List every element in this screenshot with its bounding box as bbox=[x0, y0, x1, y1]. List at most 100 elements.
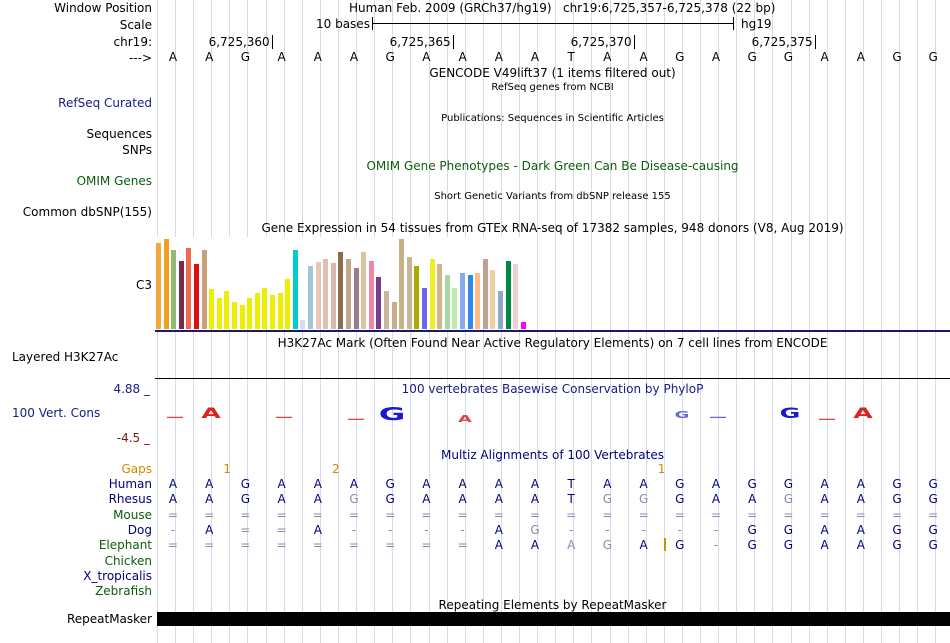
gtex-tissue-bar[interactable] bbox=[277, 293, 283, 329]
gtex-tissue-bar[interactable] bbox=[422, 288, 427, 329]
species-label[interactable]: Chicken bbox=[104, 553, 152, 568]
gtex-tissue-bar[interactable] bbox=[361, 252, 367, 329]
sequence-base: G bbox=[747, 50, 757, 64]
gtex-tissue-bar[interactable] bbox=[330, 263, 336, 329]
gridline bbox=[555, 0, 556, 643]
species-label[interactable]: Mouse bbox=[113, 507, 152, 522]
conservation-glyph: G bbox=[674, 410, 690, 421]
multiz-track-title[interactable]: Multiz Alignments of 100 Vertebrates bbox=[440, 448, 665, 462]
gtex-tissue-bar[interactable] bbox=[232, 302, 237, 329]
gtex-tissue-bar[interactable] bbox=[323, 259, 329, 329]
repeat-element-bar[interactable] bbox=[157, 612, 950, 626]
species-label[interactable]: Dog bbox=[127, 522, 152, 537]
publications-track-title[interactable]: Publications: Sequences in Scientific Ar… bbox=[441, 113, 664, 124]
gtex-tissue-bar[interactable] bbox=[315, 262, 321, 329]
gtex-tissue-bar[interactable] bbox=[429, 259, 435, 329]
gtex-tissue-bar[interactable] bbox=[353, 268, 359, 329]
gtex-tissue-bar[interactable] bbox=[414, 266, 420, 329]
gtex-gene-label[interactable]: C3 bbox=[135, 278, 152, 292]
omim-genes-label[interactable]: OMIM Genes bbox=[76, 174, 152, 188]
sequences-label[interactable]: Sequences bbox=[86, 127, 152, 141]
gridline bbox=[881, 0, 882, 643]
gtex-tissue-bar[interactable] bbox=[239, 305, 245, 329]
gridline bbox=[935, 0, 936, 643]
gtex-tissue-bar[interactable] bbox=[406, 257, 412, 329]
aligned-base: A bbox=[205, 492, 214, 507]
gtex-tissue-bar[interactable] bbox=[216, 298, 222, 329]
conservation-glyph: — bbox=[709, 412, 727, 423]
species-label[interactable]: X_tropicalis bbox=[83, 568, 152, 583]
refseq-curated-label[interactable]: RefSeq Curated bbox=[58, 96, 152, 110]
gridline bbox=[628, 0, 629, 643]
species-label[interactable]: Human bbox=[108, 477, 152, 491]
gtex-tissue-bar[interactable] bbox=[194, 264, 199, 329]
gtex-tissue-bar[interactable] bbox=[292, 250, 298, 329]
aligned-base: A bbox=[277, 477, 286, 491]
gtex-tissue-bar[interactable] bbox=[437, 264, 443, 329]
gtex-track-title[interactable]: Gene Expression in 54 tissues from GTEx … bbox=[261, 221, 844, 235]
gridline bbox=[664, 0, 665, 643]
gtex-tissue-bar[interactable] bbox=[346, 259, 351, 329]
gtex-tissue-bar[interactable] bbox=[384, 291, 389, 329]
gtex-tissue-bar[interactable] bbox=[178, 261, 184, 329]
gtex-tissue-bar[interactable] bbox=[270, 295, 275, 329]
gtex-tissue-bar[interactable] bbox=[163, 239, 169, 329]
assembly-title[interactable]: Human Feb. 2009 (GRCh37/hg19) chr19:6,72… bbox=[349, 1, 775, 15]
conservation-glyph: A bbox=[457, 414, 472, 425]
gtex-bar-chart[interactable] bbox=[156, 237, 536, 329]
aligned-base: - bbox=[351, 522, 357, 537]
snps-label[interactable]: SNPs bbox=[122, 143, 152, 157]
gtex-tissue-bar[interactable] bbox=[444, 275, 450, 329]
layered-h3k27ac-label[interactable]: Layered H3K27Ac bbox=[12, 350, 119, 364]
gtex-tissue-bar[interactable] bbox=[338, 252, 344, 329]
ruler-tick-label: 6,725,360 bbox=[208, 35, 270, 49]
repeatmasker-track-title[interactable]: Repeating Elements by RepeatMasker bbox=[438, 598, 667, 612]
gtex-tissue-bar[interactable] bbox=[498, 291, 503, 329]
species-label[interactable]: Rhesus bbox=[108, 492, 152, 507]
gtex-tissue-bar[interactable] bbox=[262, 288, 268, 329]
gtex-tissue-bar[interactable] bbox=[209, 289, 215, 329]
gtex-tissue-bar[interactable] bbox=[247, 298, 253, 329]
species-label[interactable]: Zebrafish bbox=[95, 584, 152, 599]
aligned-base: A bbox=[422, 492, 431, 507]
gtex-tissue-bar[interactable] bbox=[285, 279, 291, 329]
gtex-tissue-bar[interactable] bbox=[368, 261, 374, 329]
omim-track-title[interactable]: OMIM Gene Phenotypes - Dark Green Can Be… bbox=[366, 159, 739, 173]
gtex-tissue-bar[interactable] bbox=[300, 320, 306, 329]
gtex-tissue-bar[interactable] bbox=[482, 259, 488, 329]
aligned-base: = bbox=[602, 507, 613, 522]
gencode-track-title[interactable]: GENCODE V49lift37 (1 items filtered out) bbox=[429, 66, 676, 80]
repeatmasker-label[interactable]: RepeatMasker bbox=[66, 612, 152, 626]
gtex-tissue-bar[interactable] bbox=[475, 273, 481, 329]
gtex-tissue-bar[interactable] bbox=[452, 288, 458, 329]
gtex-tissue-bar[interactable] bbox=[224, 291, 230, 329]
gtex-tissue-bar[interactable] bbox=[186, 248, 192, 329]
gtex-tissue-bar[interactable] bbox=[376, 277, 382, 329]
gridline bbox=[845, 0, 846, 643]
gtex-tissue-bar[interactable] bbox=[505, 261, 511, 329]
common-dbsnp-label[interactable]: Common dbSNP(155) bbox=[22, 205, 152, 219]
vert-cons-label[interactable]: 100 Vert. Cons bbox=[12, 406, 101, 420]
phylop-track-title[interactable]: 100 vertebrates Basewise Conservation by… bbox=[401, 382, 704, 396]
gtex-tissue-bar[interactable] bbox=[171, 250, 177, 329]
aligned-base: = bbox=[421, 507, 432, 522]
dbsnp-track-title[interactable]: Short Genetic Variants from dbSNP releas… bbox=[434, 191, 671, 202]
aligned-base: A bbox=[458, 492, 467, 507]
gtex-tissue-bar[interactable] bbox=[156, 243, 161, 329]
gtex-tissue-bar[interactable] bbox=[254, 293, 260, 329]
gtex-tissue-bar[interactable] bbox=[399, 239, 405, 329]
gtex-tissue-bar[interactable] bbox=[490, 270, 496, 329]
scale-bar-left-cap bbox=[372, 17, 373, 30]
species-label[interactable]: Elephant bbox=[98, 538, 152, 553]
chromosome-label: chr19: bbox=[113, 35, 152, 49]
ruler-tick-mark bbox=[452, 35, 454, 49]
h3k27ac-track-title[interactable]: H3K27Ac Mark (Often Found Near Active Re… bbox=[277, 336, 828, 350]
gtex-tissue-bar[interactable] bbox=[460, 273, 465, 329]
gtex-tissue-bar[interactable] bbox=[467, 275, 473, 329]
refseq-track-title[interactable]: RefSeq genes from NCBI bbox=[491, 82, 614, 93]
gtex-tissue-bar[interactable] bbox=[201, 250, 207, 329]
gtex-tissue-bar[interactable] bbox=[520, 322, 526, 329]
gtex-tissue-bar[interactable] bbox=[391, 302, 397, 329]
gtex-tissue-bar[interactable] bbox=[308, 266, 313, 329]
gtex-tissue-bar[interactable] bbox=[513, 264, 519, 329]
